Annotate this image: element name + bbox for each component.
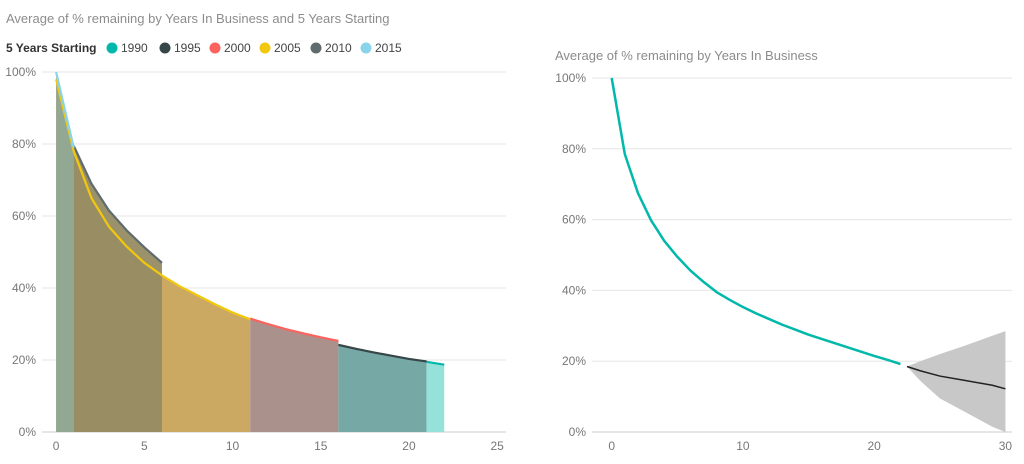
y-tick-label: 20% [12, 353, 36, 367]
x-tick-label: 10 [736, 439, 750, 453]
legend-marker-2015[interactable] [360, 42, 372, 54]
area-fill-2010 [73, 145, 162, 433]
area-fill-2000 [250, 318, 339, 432]
right-chart-title: Average of % remaining by Years In Busin… [555, 48, 818, 63]
y-tick-label: 0% [19, 425, 37, 439]
left-chart-title: Average of % remaining by Years In Busin… [6, 11, 390, 26]
left-x-axis: 0 5 10 15 20 25 [53, 439, 504, 453]
legend-title: 5 Years Starting [6, 41, 97, 55]
y-tick-label: 80% [562, 142, 586, 156]
x-tick-label: 5 [141, 439, 148, 453]
x-tick-label: 30 [999, 439, 1013, 453]
x-tick-label: 25 [490, 439, 504, 453]
legend-marker-2005[interactable] [259, 42, 271, 54]
y-tick-label: 60% [562, 213, 586, 227]
series-line-1990[interactable] [426, 360, 445, 366]
x-tick-label: 20 [402, 439, 416, 453]
y-tick-label: 80% [12, 137, 36, 151]
right-y-axis: 0% 20% 40% 60% 80% 100% [555, 71, 586, 439]
left-series-lines [55, 71, 445, 366]
area-fill-1990 [426, 361, 445, 432]
actual-series-line[interactable] [610, 77, 901, 366]
series-line-2000[interactable] [249, 317, 339, 342]
forecast-confidence-band [907, 331, 1006, 432]
series-line-2015[interactable] [55, 71, 75, 148]
area-fill-1995 [338, 344, 427, 432]
series-line-1995[interactable] [338, 343, 427, 363]
legend-marker-1995[interactable] [159, 42, 171, 54]
legend-label-1990[interactable]: 1990 [121, 41, 148, 55]
legend-label-2000[interactable]: 2000 [224, 41, 251, 55]
legend-label-2015[interactable]: 2015 [375, 41, 402, 55]
legend-label-2005[interactable]: 2005 [274, 41, 301, 55]
x-tick-label: 10 [226, 439, 240, 453]
y-tick-label: 40% [562, 283, 586, 297]
legend-marker-2000[interactable] [209, 42, 221, 54]
series-line-2010[interactable] [72, 145, 163, 264]
y-tick-label: 20% [562, 354, 586, 368]
x-tick-label: 20 [868, 439, 882, 453]
y-tick-label: 100% [5, 65, 36, 79]
legend-label-2010[interactable]: 2010 [325, 41, 352, 55]
y-tick-label: 100% [555, 71, 586, 85]
legend-label-1995[interactable]: 1995 [174, 41, 201, 55]
x-tick-label: 0 [53, 439, 60, 453]
left-y-axis: 0% 20% 40% 60% 80% 100% [5, 65, 36, 439]
right-x-axis: 0 10 20 30 [608, 439, 1012, 453]
y-tick-label: 40% [12, 281, 36, 295]
forecast-band [907, 331, 1006, 432]
x-tick-label: 15 [314, 439, 328, 453]
x-tick-label: 0 [608, 439, 615, 453]
series-line-2005[interactable] [55, 78, 251, 321]
left-chart: Average of % remaining by Years In Busin… [5, 11, 506, 453]
y-tick-label: 60% [12, 209, 36, 223]
legend[interactable]: 5 Years Starting 1990 1995 2000 2005 2010 201… [6, 41, 402, 55]
area-fill-2015 [56, 72, 74, 432]
right-chart: Average of % remaining by Years In Busin… [555, 48, 1012, 453]
legend-marker-2010[interactable] [310, 42, 322, 54]
right-series-lines [610, 77, 1006, 390]
legend-marker-1990[interactable] [106, 42, 118, 54]
y-tick-label: 0% [569, 425, 587, 439]
forecast-line[interactable] [906, 365, 1006, 390]
left-area-fills [56, 72, 445, 433]
right-gridlines [592, 77, 1012, 433]
